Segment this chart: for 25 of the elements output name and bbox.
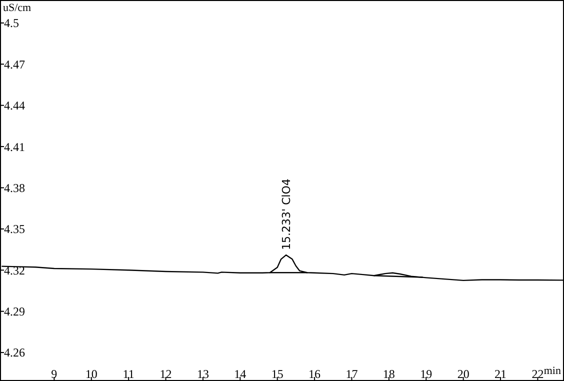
x-tick-label: 22 — [532, 367, 544, 381]
x-tick-label: 16 — [308, 367, 321, 381]
x-tick-label: 21 — [494, 367, 507, 381]
y-tick-label: 4.41 — [4, 140, 25, 154]
y-tick-label: 4.35 — [4, 222, 25, 236]
y-axis-title: uS/cm — [3, 2, 32, 14]
x-tick-label: 14 — [234, 367, 246, 381]
x-tick-label: 18 — [382, 367, 395, 381]
x-tick-label: 17 — [346, 367, 358, 381]
x-tick-label: 10 — [85, 367, 98, 381]
x-axis-title: min — [544, 365, 562, 377]
x-tick-label: 19 — [420, 367, 432, 381]
y-tick-label: 4.5 — [4, 16, 19, 30]
y-tick-label: 4.26 — [4, 346, 25, 360]
x-tick-label: 15 — [271, 367, 284, 381]
x-tick-label: 13 — [196, 367, 209, 381]
x-tick-label: 20 — [457, 367, 470, 381]
y-tick-label: 4.29 — [4, 304, 25, 319]
y-tick-label: 4.47 — [4, 57, 25, 72]
x-tick-label: 12 — [160, 367, 172, 381]
y-tick-label: 4.44 — [4, 98, 25, 113]
y-tick-label: 4.38 — [4, 180, 25, 195]
annotation: 15.233' ClO4 — [280, 178, 294, 250]
x-tick-label: 9 — [51, 367, 58, 381]
x-tick-label: 11 — [122, 367, 134, 381]
